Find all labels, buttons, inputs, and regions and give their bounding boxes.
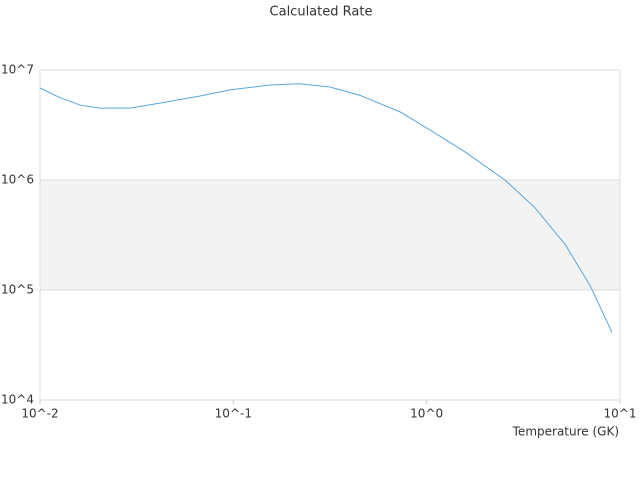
x-tick-label: 10^-2 [21,407,58,421]
y-tick-label: 10^7 [1,63,34,77]
x-tick-label: 10^1 [604,407,637,421]
y-tick-label: 10^5 [1,283,34,297]
y-tick-label: 10^4 [1,393,34,407]
x-tick-label: 10^0 [410,407,443,421]
x-axis-label: Temperature (GK) [512,425,619,439]
line-series [39,83,613,333]
grid-band [40,180,620,290]
chart-title: Calculated Rate [270,5,373,20]
x-tick-label: 10^-1 [215,407,252,421]
y-tick-label: 10^6 [1,173,34,187]
